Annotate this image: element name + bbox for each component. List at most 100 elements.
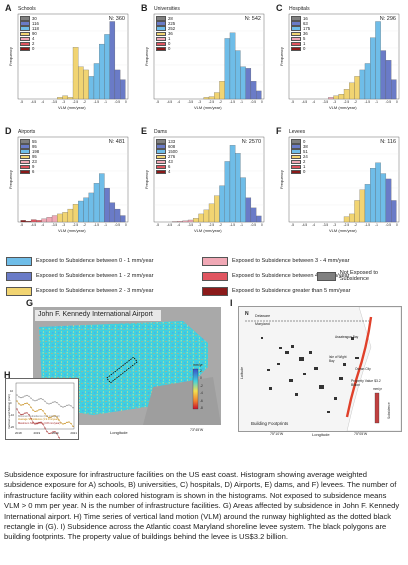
histogram-bar [245, 68, 252, 100]
histogram-bar [62, 212, 68, 223]
count-value: 23 [32, 159, 37, 165]
histogram-bar [229, 145, 236, 223]
maryland-map-svg [239, 306, 402, 432]
count-value: 2 [303, 159, 306, 165]
count-legend-row: 276 [156, 154, 178, 159]
y-axis-title: Frequency [144, 47, 149, 66]
count-swatch [291, 26, 301, 31]
x-tick-label: -3 [198, 100, 201, 104]
x-tick-label: -3 [62, 100, 65, 104]
x-tick-label: -3.5 [187, 100, 194, 104]
count-legend-row: 1 [156, 36, 175, 41]
sample-count: N: 296 [379, 16, 396, 22]
count-value: 175 [303, 26, 311, 32]
count-swatch [156, 36, 166, 41]
histogram-bar [370, 168, 376, 223]
panel-letter: F [276, 126, 282, 136]
sample-count: N: 542 [244, 16, 261, 22]
count-legend-row: 4 [156, 169, 178, 174]
x-tick-label: -5 [156, 223, 160, 227]
count-legend-row: 0 [291, 169, 308, 174]
count-swatch [20, 41, 30, 46]
count-value: 5 [303, 36, 306, 42]
histogram-panel-f: F Levees -5 -4.5 -4 -3.5 -3 -2.5 -2 -1.5 -1 -0.5 0 VL… [276, 126, 402, 235]
count-legend-row: 0 [291, 139, 308, 144]
y-axis-title: Frequency [8, 47, 13, 66]
count-legend-row: 95 [20, 144, 39, 149]
panel-title: Hospitals [289, 6, 310, 12]
x-tick-label: -4.5 [301, 223, 308, 227]
x-tick-label: -0.5 [114, 223, 121, 227]
count-swatch [20, 144, 30, 149]
count-swatch [20, 164, 30, 169]
histogram-panel-a: A Schools -5 -4.5 -4 -3.5 -3 -2.5 -2 -1.5 -1 -0.5 0 V… [5, 3, 131, 112]
histogram-bar [349, 82, 355, 100]
count-swatch [20, 169, 30, 174]
count-swatch [291, 31, 301, 36]
histogram-bar [46, 217, 53, 223]
north-arrow-label: N [245, 311, 249, 317]
x-tick-label: -2 [219, 100, 222, 104]
count-value: 43 [168, 159, 173, 165]
histogram-bar [67, 208, 74, 223]
count-legend: 28 225 252 36 1 0 0 [156, 16, 175, 51]
count-legend-row: 28 [156, 16, 175, 21]
count-swatch [156, 46, 166, 51]
label-maryland: Maryland [255, 322, 270, 326]
i-cbar-side: Subsidence [387, 402, 391, 419]
histogram-svg [288, 13, 400, 100]
x-tick-label: -1 [375, 100, 378, 104]
histogram-bar [193, 218, 199, 223]
x-axis-title: VLM (mm/year) [194, 105, 222, 110]
x-tick-label: -2.5 [208, 223, 215, 227]
count-legend-row: 0 [20, 46, 39, 51]
h-yticks: 10 0 -10 -20 [10, 389, 15, 429]
panel-letter: C [276, 3, 283, 13]
count-swatch [156, 26, 166, 31]
count-swatch [291, 169, 301, 174]
count-legend-row: 252 [156, 26, 175, 31]
count-value: 1500 [168, 149, 178, 155]
histogram-bar [359, 69, 366, 100]
count-value: 30 [32, 16, 37, 21]
x-tick-label: -3.5 [187, 223, 194, 227]
count-value: 9 [32, 164, 35, 170]
x-axis-title: VLM (mm/year) [58, 228, 86, 233]
x-tick-label: -1 [104, 223, 107, 227]
x-tick-label: -2.5 [72, 100, 79, 104]
count-legend: 133 608 1500 276 43 6 4 [156, 139, 178, 174]
count-value: 95 [32, 144, 37, 150]
legend-item-not-exposed: Not Exposed to Subsidence [317, 270, 404, 282]
histogram-bar [51, 215, 58, 223]
sample-count: N: 2570 [241, 139, 261, 145]
count-value: 63 [303, 21, 308, 27]
count-value: 55 [32, 139, 37, 144]
histogram-bar [88, 76, 95, 100]
footprints-label: Building Footprints [251, 421, 289, 426]
x-tick-label: -1.5 [229, 223, 236, 227]
histogram-bar [235, 153, 241, 223]
panel-title: Universities [154, 6, 180, 12]
x-tick-label: -3.5 [322, 223, 329, 227]
panel-letter: B [141, 3, 148, 13]
count-value: 133 [168, 139, 176, 144]
x-tick-label: -3.5 [322, 100, 329, 104]
histogram-bar [187, 219, 194, 223]
histogram-bar [391, 79, 397, 100]
histogram-bar [57, 97, 63, 100]
label-ocean-city: Ocean City [355, 367, 371, 371]
count-legend: 0 38 51 24 2 1 0 [291, 139, 308, 174]
x-tick-label: -2.5 [343, 223, 350, 227]
histogram-panel-b: B Universities -5 -4.5 -4 -3.5 -3 -2.5 -2 -1.5 -1 -… [141, 3, 267, 112]
histogram-bar [120, 79, 126, 100]
legend-item-2-3: Exposed to Subsidence between 2 - 3 mm/y… [6, 286, 154, 296]
count-value: 28 [168, 16, 173, 21]
y-axis-title: Frequency [279, 47, 284, 66]
histogram-bar [343, 216, 350, 223]
legend-item-1-2: Exposed to Subsidence between 1 - 2 mm/y… [6, 271, 154, 281]
count-value: 2 [32, 41, 35, 47]
exposure-legend: Exposed to Subsidence between 0 - 1 mm/y… [6, 255, 404, 305]
count-legend-row: 6 [20, 169, 39, 174]
x-tick-label: -3 [333, 223, 336, 227]
count-legend-row: 95 [20, 154, 39, 159]
